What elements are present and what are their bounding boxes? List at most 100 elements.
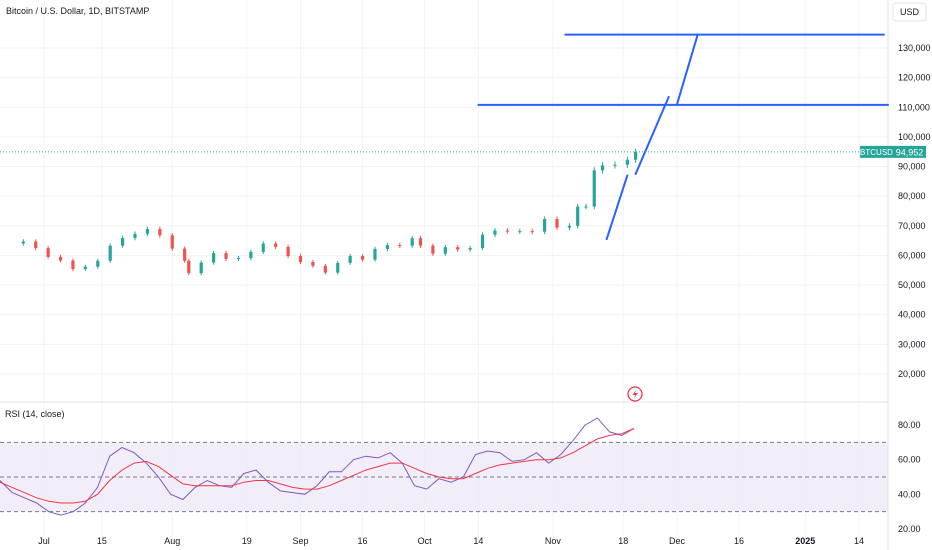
candle (212, 253, 216, 263)
candle (613, 164, 617, 166)
candle (133, 233, 137, 238)
last-price-symbol: BTCUSD (860, 148, 893, 157)
candle (530, 231, 534, 233)
candle (543, 219, 547, 232)
time-axis-label: 15 (97, 536, 107, 546)
candle (286, 246, 290, 257)
candle (505, 230, 509, 232)
time-axis-label: Oct (418, 536, 433, 546)
candle (373, 248, 377, 260)
time-axis-label: Nov (545, 536, 562, 546)
price-axis-label: 20,000 (898, 369, 926, 379)
price-axis-label: 130,000 (898, 43, 931, 53)
rsi-axis-label: 20.00 (898, 524, 921, 534)
candle (183, 248, 187, 261)
candle (634, 151, 638, 160)
time-axis-label: Aug (164, 536, 180, 546)
candle (323, 265, 327, 273)
candle (410, 238, 414, 246)
candle (600, 165, 605, 171)
candle (480, 234, 485, 249)
candle (71, 260, 75, 270)
time-axis-label: 16 (734, 536, 744, 546)
candle (468, 248, 472, 250)
last-price-value: 94,952 (896, 147, 924, 157)
chart-title: Bitcoin / U.S. Dollar, 1D, BITSTAMP (6, 6, 149, 16)
price-axis-label: 60,000 (898, 250, 926, 260)
candle (170, 235, 174, 249)
candle (348, 256, 352, 263)
time-axis-label: 14 (473, 536, 483, 546)
rsi-axis-labels: 80.00 60.00 40.00 20.00 (898, 420, 921, 534)
time-axis-label: 18 (618, 536, 628, 546)
time-axis-label: Jul (38, 536, 50, 546)
candle (96, 260, 100, 267)
candle (158, 229, 162, 236)
rsi-gridlines (0, 441, 888, 513)
rsi-ma-line (0, 428, 635, 504)
flash-icon[interactable] (627, 386, 643, 402)
candle (199, 262, 203, 274)
rsi-pane (0, 417, 635, 516)
time-axis-label: Sep (293, 536, 309, 546)
price-axis-label: 30,000 (898, 339, 926, 349)
candle (567, 225, 572, 228)
time-axis-label: Dec (669, 536, 686, 546)
candle (34, 241, 38, 249)
price-axis-label: 90,000 (898, 162, 926, 172)
currency-button[interactable]: USD (892, 2, 927, 22)
rsi-line (0, 417, 635, 516)
candles (21, 148, 638, 276)
candle (518, 231, 522, 233)
price-axis-label: 80,000 (898, 191, 926, 201)
candle (555, 219, 559, 228)
candle (298, 256, 303, 262)
time-axis-label: 2025 (795, 536, 815, 546)
candle (21, 241, 25, 244)
candle (493, 230, 497, 235)
candle (249, 251, 253, 259)
time-axis-label: 19 (242, 536, 252, 546)
candle (431, 245, 435, 254)
candle (46, 248, 50, 257)
price-axis-label: 100,000 (898, 132, 931, 142)
price-axis-label: 110,000 (898, 102, 930, 112)
trend-line-drawing[interactable] (676, 33, 699, 106)
candle (360, 256, 365, 260)
rsi-axis-label: 40.00 (898, 489, 921, 499)
candle (58, 256, 63, 261)
price-axis-labels: 130,000 120,000 110,000 100,000 90,000 80,000… (898, 43, 931, 379)
candle (187, 260, 191, 274)
price-axis-label: 50,000 (898, 280, 926, 290)
candle (236, 258, 241, 260)
time-axis-label: 14 (854, 536, 864, 546)
candle (224, 253, 228, 260)
candle (108, 245, 112, 261)
candle (443, 247, 447, 254)
rsi-title: RSI (14, close) (5, 409, 65, 419)
candle (311, 261, 315, 266)
time-axis-label: 16 (358, 536, 368, 546)
currency-label: USD (900, 7, 920, 17)
candle (584, 206, 588, 208)
last-price-tag: BTCUSD 94,952 (860, 145, 926, 158)
candle (336, 262, 340, 273)
candle (83, 266, 87, 270)
drawings[interactable] (477, 33, 889, 241)
trend-line-drawing[interactable] (605, 174, 629, 241)
rsi-axis-label: 80.00 (898, 420, 921, 430)
candle (398, 245, 402, 247)
candle (121, 237, 125, 246)
candle (385, 245, 389, 249)
candle (274, 243, 278, 247)
candle (625, 159, 629, 165)
price-axis-label: 120,000 (898, 73, 931, 83)
price-axis-label: 40,000 (898, 310, 926, 320)
candle (576, 206, 580, 226)
rsi-axis-label: 60.00 (898, 455, 921, 465)
candle (418, 238, 423, 246)
trend-line-drawing[interactable] (634, 95, 670, 175)
candle (261, 243, 265, 252)
price-axis-label: 70,000 (898, 221, 926, 231)
